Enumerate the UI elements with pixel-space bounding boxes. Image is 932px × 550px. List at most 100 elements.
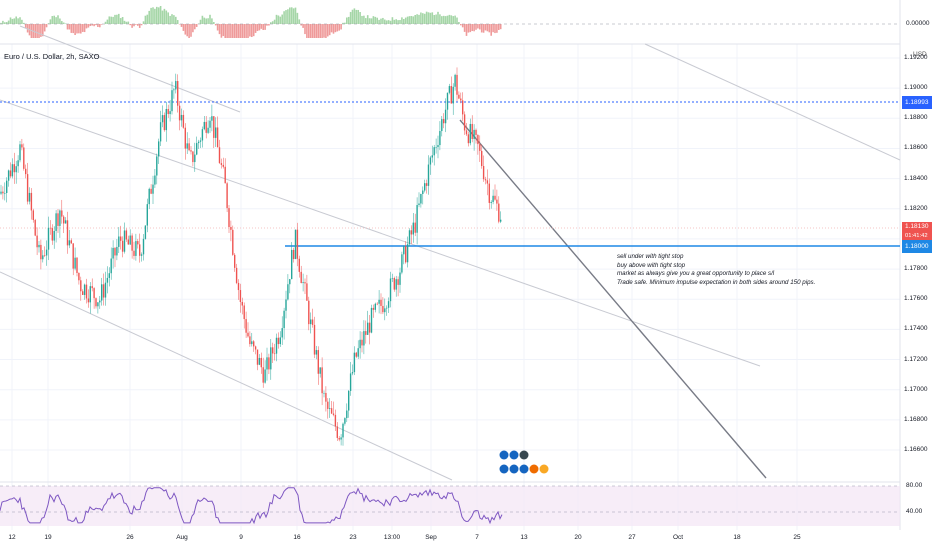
candle bbox=[460, 98, 462, 101]
candle bbox=[108, 273, 110, 278]
histogram-bar bbox=[332, 24, 335, 34]
candle bbox=[137, 241, 139, 245]
histogram-bar bbox=[224, 24, 226, 38]
histogram-bar bbox=[321, 24, 323, 38]
histogram-bar bbox=[328, 24, 331, 36]
candle bbox=[270, 347, 272, 370]
candle bbox=[112, 247, 114, 259]
upper-channel-line[interactable] bbox=[0, 99, 761, 367]
histogram-bar bbox=[169, 15, 171, 24]
candle bbox=[437, 145, 439, 148]
histogram-bar bbox=[87, 24, 90, 28]
time-tick: 25 bbox=[793, 534, 801, 541]
trade-annotation[interactable]: sell under with tight stop buy above wit… bbox=[617, 253, 815, 287]
time-tick: 7 bbox=[475, 534, 479, 541]
histogram-bar bbox=[154, 8, 156, 24]
candle bbox=[63, 216, 65, 224]
histogram-bar bbox=[7, 20, 10, 24]
price-tick: 1.17200 bbox=[904, 355, 928, 363]
candle bbox=[80, 280, 82, 292]
time-tick: 27 bbox=[628, 534, 636, 541]
histogram-bar bbox=[283, 11, 285, 24]
histogram-bar bbox=[43, 24, 46, 32]
rsi-line bbox=[0, 487, 503, 525]
histogram-bar bbox=[140, 24, 143, 26]
candle bbox=[397, 279, 399, 285]
candle bbox=[405, 246, 407, 263]
symbol-title[interactable]: Euro / U.S. Dollar, 2h, SAXO bbox=[4, 52, 100, 61]
candle bbox=[490, 201, 492, 203]
histogram-bar bbox=[452, 16, 454, 24]
histogram-bar bbox=[315, 24, 318, 38]
candle bbox=[7, 170, 10, 181]
histogram-bar bbox=[129, 24, 131, 26]
histogram-bar bbox=[268, 24, 270, 26]
histogram-bar bbox=[173, 15, 175, 24]
currency-label[interactable]: USD bbox=[913, 51, 927, 58]
candle bbox=[389, 278, 392, 302]
histogram-bar bbox=[414, 15, 416, 24]
histogram-bar bbox=[182, 24, 185, 31]
histogram-bar bbox=[167, 12, 169, 24]
histogram-bar bbox=[80, 24, 82, 34]
histogram-bar bbox=[374, 16, 377, 24]
histogram-bar bbox=[59, 18, 61, 24]
histogram-bar bbox=[232, 24, 234, 38]
histogram-bar bbox=[342, 22, 344, 24]
histogram-bar bbox=[19, 17, 21, 24]
histogram-bar bbox=[408, 16, 411, 24]
candle bbox=[498, 203, 500, 222]
blue-level-badge: 1.18000 bbox=[902, 240, 932, 253]
candle bbox=[300, 271, 302, 284]
candle bbox=[462, 100, 464, 115]
candle bbox=[139, 244, 141, 256]
histogram-bar bbox=[45, 24, 48, 28]
candle bbox=[342, 423, 344, 438]
economic-event-icons[interactable] bbox=[499, 450, 549, 474]
candle bbox=[177, 81, 179, 106]
time-tick: 23 bbox=[349, 534, 357, 541]
candle bbox=[471, 123, 473, 139]
lower-channel-line[interactable] bbox=[0, 271, 453, 481]
histogram-bar bbox=[425, 11, 428, 24]
candle bbox=[245, 319, 247, 333]
histogram-bar bbox=[416, 14, 418, 24]
histogram-bar bbox=[72, 24, 74, 34]
histogram-bar bbox=[192, 24, 194, 33]
histogram-bar bbox=[463, 24, 466, 32]
candle bbox=[97, 302, 99, 307]
histogram-bar bbox=[138, 24, 141, 28]
candle bbox=[370, 307, 373, 333]
histogram-bar bbox=[346, 17, 348, 24]
rsi-tick-80: 80.00 bbox=[906, 482, 923, 489]
candle bbox=[450, 86, 452, 104]
histogram-bar bbox=[201, 15, 204, 24]
top-channel-line[interactable] bbox=[19, 25, 241, 113]
candle bbox=[159, 122, 162, 142]
histogram-bar bbox=[285, 10, 287, 24]
strong-down-trend-line[interactable] bbox=[459, 119, 767, 479]
histogram-bar bbox=[239, 24, 242, 38]
candle bbox=[482, 166, 485, 180]
histogram-bar bbox=[340, 24, 342, 30]
candle bbox=[6, 180, 8, 194]
candle bbox=[184, 127, 186, 149]
histogram-bar bbox=[380, 18, 382, 24]
candle bbox=[395, 279, 397, 290]
histogram-bar bbox=[448, 14, 451, 24]
candle bbox=[429, 157, 432, 165]
histogram-bar bbox=[264, 24, 266, 30]
histogram-bar bbox=[78, 24, 80, 34]
candle bbox=[55, 213, 57, 231]
histogram-bar bbox=[482, 24, 485, 33]
histogram-bar bbox=[327, 24, 329, 37]
histogram-bar bbox=[11, 18, 14, 24]
histogram-bar bbox=[471, 24, 473, 32]
candle bbox=[182, 114, 185, 128]
candle bbox=[367, 322, 369, 335]
histogram-bar bbox=[116, 14, 118, 24]
histogram-bar bbox=[454, 15, 456, 24]
histogram-bar bbox=[403, 19, 405, 24]
candle bbox=[129, 235, 131, 245]
candle bbox=[194, 154, 196, 163]
